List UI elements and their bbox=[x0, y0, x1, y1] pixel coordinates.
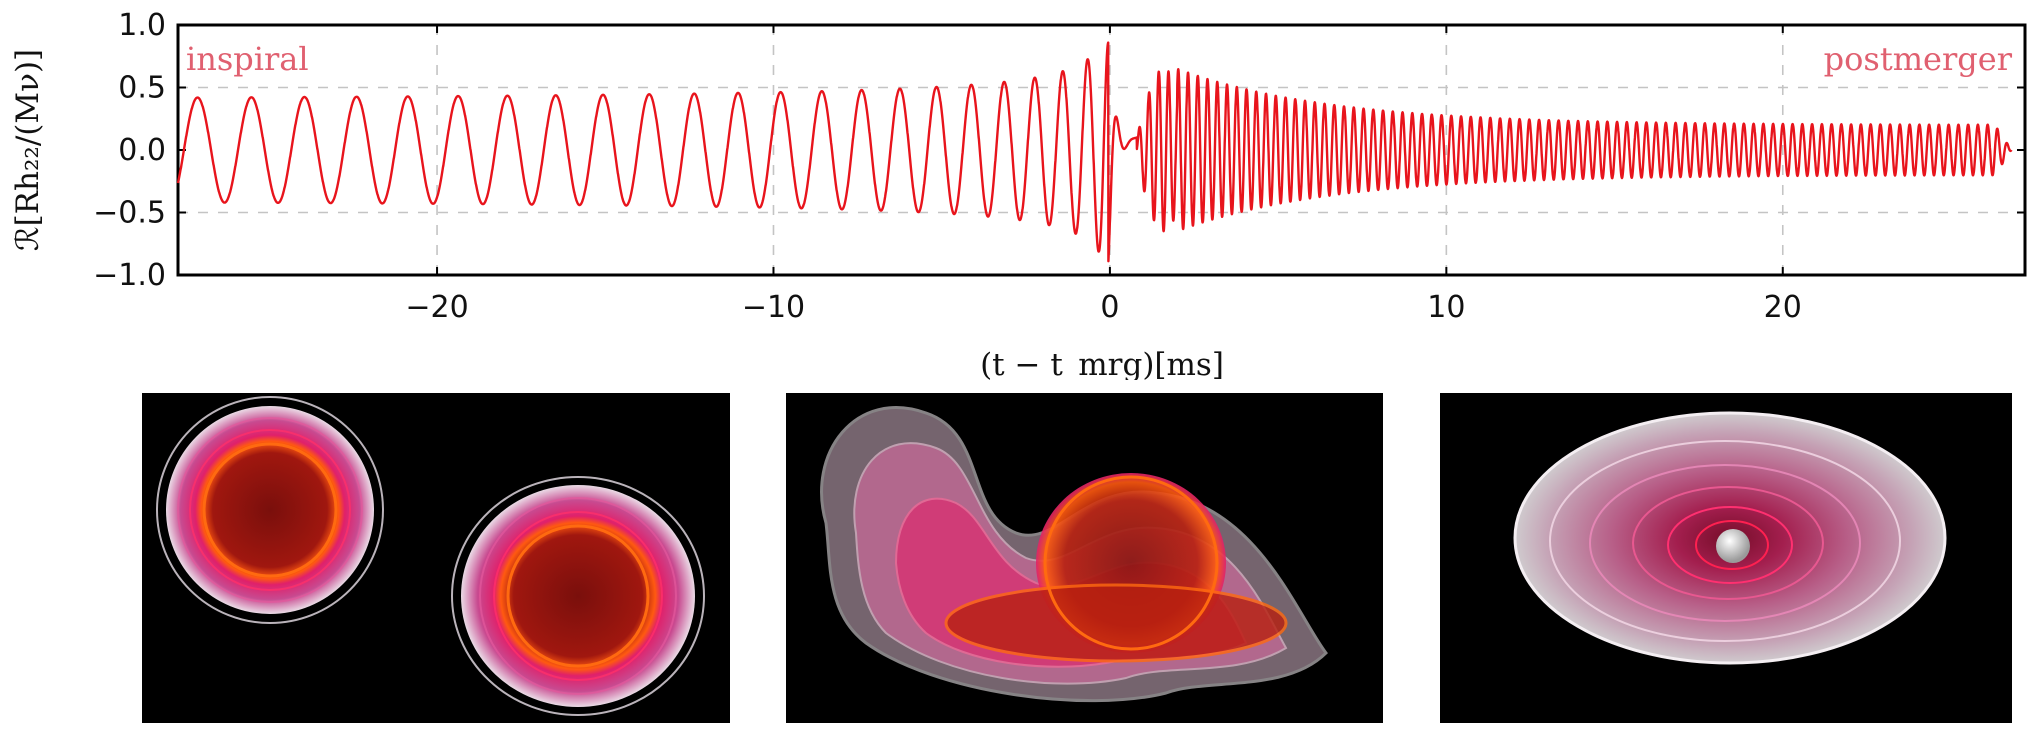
y-tick-label: 0.5 bbox=[118, 71, 166, 106]
x-tick-label: −10 bbox=[742, 290, 805, 325]
y-tick-label: −0.5 bbox=[93, 196, 166, 231]
merger-remnant-image bbox=[820, 406, 1328, 703]
inspiral-snapshot bbox=[142, 393, 730, 723]
annotation-postmerger: postmerger bbox=[1824, 40, 2013, 78]
x-tick-label: 20 bbox=[1764, 290, 1802, 325]
y-tick-label: 0.0 bbox=[118, 133, 166, 168]
x-tick-label: 10 bbox=[1427, 290, 1465, 325]
neutron-star-pair-image bbox=[156, 396, 705, 716]
merger-snapshot bbox=[786, 393, 1383, 723]
y-axis-ticks: 1.0 0.5 0.0 −0.5 −1.0 bbox=[93, 8, 2025, 293]
x-tick-label: 0 bbox=[1100, 290, 1119, 325]
y-axis-label: ℛ[Rh₂₂/(Mν)] bbox=[10, 49, 46, 251]
y-tick-label: 1.0 bbox=[118, 8, 166, 43]
postmerger-remnant-image bbox=[1513, 411, 1947, 665]
waveform-line bbox=[176, 41, 2013, 263]
waveform-chart: −20 −10 0 10 20 1.0 0.5 0.0 −0.5 −1.0 inspiral p… bbox=[10, 8, 2027, 380]
postmerger-snapshot bbox=[1440, 393, 2012, 723]
x-axis-label: (t − t_mrg)[ms] bbox=[980, 347, 1224, 380]
y-tick-label: −1.0 bbox=[93, 258, 166, 293]
annotation-inspiral: inspiral bbox=[186, 40, 309, 78]
x-axis-ticks: −20 −10 0 10 20 bbox=[405, 25, 1802, 325]
x-tick-label: −20 bbox=[405, 290, 468, 325]
